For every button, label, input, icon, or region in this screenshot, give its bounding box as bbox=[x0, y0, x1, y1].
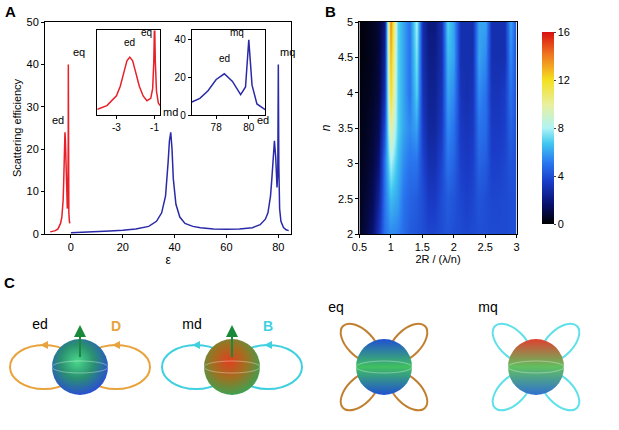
svg-text:-3: -3 bbox=[112, 122, 121, 133]
svg-text:78: 78 bbox=[211, 122, 223, 133]
svg-text:mq: mq bbox=[478, 299, 497, 315]
svg-text:80: 80 bbox=[272, 241, 284, 253]
svg-text:eq: eq bbox=[328, 299, 344, 315]
svg-text:5: 5 bbox=[347, 16, 353, 28]
svg-text:20: 20 bbox=[27, 143, 39, 155]
svg-text:30: 30 bbox=[27, 101, 39, 113]
svg-text:mq: mq bbox=[280, 46, 295, 58]
svg-text:4: 4 bbox=[558, 170, 564, 182]
svg-text:3: 3 bbox=[347, 157, 353, 169]
svg-text:md: md bbox=[182, 316, 201, 332]
svg-text:ed: ed bbox=[124, 37, 135, 48]
svg-text:2R / (λ/n): 2R / (λ/n) bbox=[415, 253, 460, 265]
svg-text:80: 80 bbox=[243, 122, 255, 133]
svg-text:40: 40 bbox=[175, 34, 187, 45]
svg-text:mq: mq bbox=[230, 27, 244, 38]
svg-text:8: 8 bbox=[558, 122, 564, 134]
svg-text:ed: ed bbox=[32, 316, 48, 332]
svg-text:4.5: 4.5 bbox=[338, 51, 353, 63]
svg-text:-1: -1 bbox=[150, 122, 159, 133]
svg-text:B: B bbox=[325, 3, 336, 20]
svg-text:40: 40 bbox=[27, 58, 39, 70]
svg-text:60: 60 bbox=[220, 241, 232, 253]
svg-text:0: 0 bbox=[33, 228, 39, 240]
svg-text:2.5: 2.5 bbox=[478, 241, 493, 253]
svg-text:0: 0 bbox=[558, 218, 564, 230]
svg-text:16: 16 bbox=[558, 26, 570, 38]
svg-text:4: 4 bbox=[347, 87, 353, 99]
svg-text:20: 20 bbox=[117, 241, 129, 253]
svg-text:A: A bbox=[5, 3, 16, 20]
svg-text:0: 0 bbox=[68, 241, 74, 253]
svg-text:1: 1 bbox=[388, 241, 394, 253]
svg-text:ed: ed bbox=[219, 53, 230, 64]
svg-text:20: 20 bbox=[175, 72, 187, 83]
svg-text:3: 3 bbox=[514, 241, 520, 253]
svg-text:B: B bbox=[263, 318, 273, 334]
svg-text:50: 50 bbox=[27, 16, 39, 28]
svg-text:ed: ed bbox=[52, 114, 64, 126]
svg-text:Scattering efficiency: Scattering efficiency bbox=[11, 78, 23, 177]
svg-text:eq: eq bbox=[73, 46, 85, 58]
svg-text:eq: eq bbox=[141, 27, 152, 38]
svg-text:D: D bbox=[111, 318, 121, 334]
svg-text:40: 40 bbox=[168, 241, 180, 253]
svg-text:C: C bbox=[4, 274, 15, 291]
svg-text:2.5: 2.5 bbox=[338, 193, 353, 205]
svg-text:ε: ε bbox=[165, 253, 171, 267]
svg-text:12: 12 bbox=[558, 74, 570, 86]
svg-text:1.5: 1.5 bbox=[415, 241, 430, 253]
svg-text:0: 0 bbox=[180, 110, 186, 121]
svg-text:3.5: 3.5 bbox=[338, 122, 353, 134]
svg-text:n: n bbox=[319, 124, 333, 131]
svg-text:2: 2 bbox=[347, 228, 353, 240]
svg-text:md: md bbox=[163, 106, 178, 118]
svg-text:ed: ed bbox=[257, 114, 269, 126]
svg-text:0.5: 0.5 bbox=[352, 241, 367, 253]
svg-text:2: 2 bbox=[451, 241, 457, 253]
svg-text:10: 10 bbox=[27, 185, 39, 197]
